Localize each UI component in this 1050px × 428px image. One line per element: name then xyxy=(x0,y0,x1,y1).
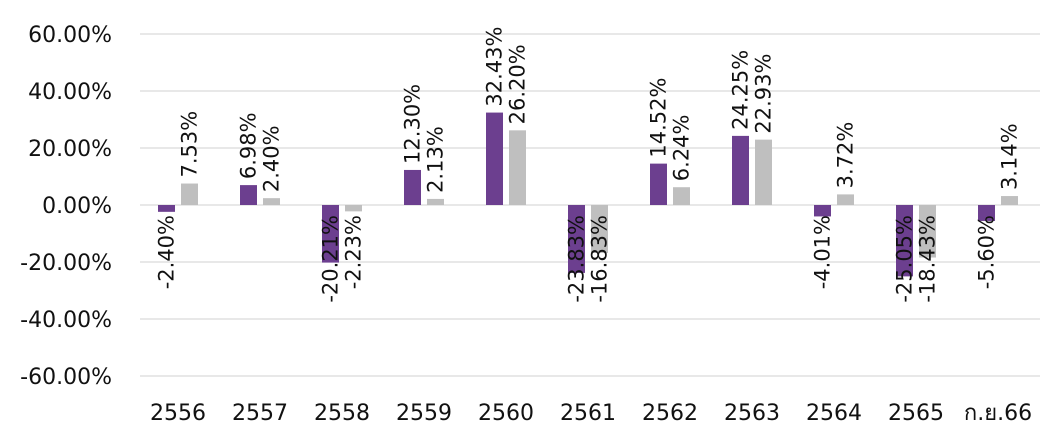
bar-series-1 xyxy=(158,205,175,212)
bar-series-1 xyxy=(978,205,995,221)
x-category-label: ก.ย.66 xyxy=(964,401,1032,426)
data-label: -18.43% xyxy=(916,215,940,303)
data-label: 6.24% xyxy=(670,114,694,181)
data-label: 14.52% xyxy=(647,78,671,158)
bar-series-1 xyxy=(240,185,257,205)
x-category-label: 2564 xyxy=(806,401,862,426)
data-label: 6.98% xyxy=(237,112,261,179)
data-label: 12.30% xyxy=(401,84,425,164)
bar-series-2 xyxy=(509,130,526,205)
x-category-label: 2558 xyxy=(314,401,370,426)
x-category-label: 2560 xyxy=(478,401,534,426)
x-category-label: 2556 xyxy=(150,401,206,426)
x-category-label: 2563 xyxy=(724,401,780,426)
data-label: -2.40% xyxy=(155,215,179,289)
y-tick-label: -60.00% xyxy=(20,365,112,390)
y-tick-label: -20.00% xyxy=(20,251,112,276)
bar-series-1 xyxy=(732,135,749,205)
data-label: -20.21% xyxy=(319,215,343,303)
data-label: 3.72% xyxy=(834,122,858,189)
bar-series-1 xyxy=(568,205,585,273)
bar-series-2 xyxy=(181,183,198,205)
data-label: 22.93% xyxy=(752,54,776,134)
x-category-label: 2561 xyxy=(560,401,616,426)
y-tick-label: -40.00% xyxy=(20,308,112,333)
y-tick-label: 0.00% xyxy=(42,194,112,219)
bar-series-2 xyxy=(673,187,690,205)
data-label: 7.53% xyxy=(178,111,202,178)
y-tick-label: 40.00% xyxy=(28,80,112,105)
data-label: 2.40% xyxy=(260,125,284,192)
bar-series-2 xyxy=(591,205,608,253)
bar-series-1 xyxy=(814,205,831,217)
x-category-label: 2557 xyxy=(232,401,288,426)
data-label: 26.20% xyxy=(506,44,530,124)
bar-series-1 xyxy=(322,205,339,263)
bar-series-2 xyxy=(427,198,444,205)
x-category-label: 2559 xyxy=(396,401,452,426)
y-axis: 60.00% 40.00% 20.00% 0.00% -20.00% -40.00% -60… xyxy=(20,23,112,390)
bar-series-1 xyxy=(486,112,503,205)
bar-series-2 xyxy=(263,198,280,205)
x-axis: 2556 2557 2558 2559 2560 2561 2562 2563 2564 2565… xyxy=(150,401,1032,426)
data-label: 2.13% xyxy=(424,126,448,193)
bar-series-1 xyxy=(404,169,421,205)
bar-series-1 xyxy=(896,205,913,277)
x-category-label: 2562 xyxy=(642,401,698,426)
data-label: -23.83% xyxy=(565,215,589,303)
data-label: -5.60% xyxy=(975,215,999,289)
bar-series-2 xyxy=(755,139,772,205)
y-tick-label: 20.00% xyxy=(28,137,112,162)
grid-layer xyxy=(140,33,1040,377)
bar-series-2 xyxy=(1001,196,1018,205)
data-label: -4.01% xyxy=(811,215,835,289)
bar-series-1 xyxy=(650,163,667,205)
bar-series-2 xyxy=(345,205,362,212)
bars-layer xyxy=(158,112,1018,277)
data-label: 24.25% xyxy=(729,50,753,130)
data-label: -2.23% xyxy=(342,215,366,289)
data-label: -16.83% xyxy=(588,215,612,303)
y-tick-label: 60.00% xyxy=(28,23,112,48)
data-labels-layer: -2.40% 7.53% 6.98% 2.40% -20.21% -2.23% 12.30%… xyxy=(155,26,1022,302)
bar-series-2 xyxy=(919,205,936,258)
bar-series-2 xyxy=(837,194,854,205)
data-label: -25.05% xyxy=(893,215,917,303)
data-label: 3.14% xyxy=(998,123,1022,190)
data-label: 32.43% xyxy=(483,26,507,106)
x-category-label: 2565 xyxy=(888,401,944,426)
